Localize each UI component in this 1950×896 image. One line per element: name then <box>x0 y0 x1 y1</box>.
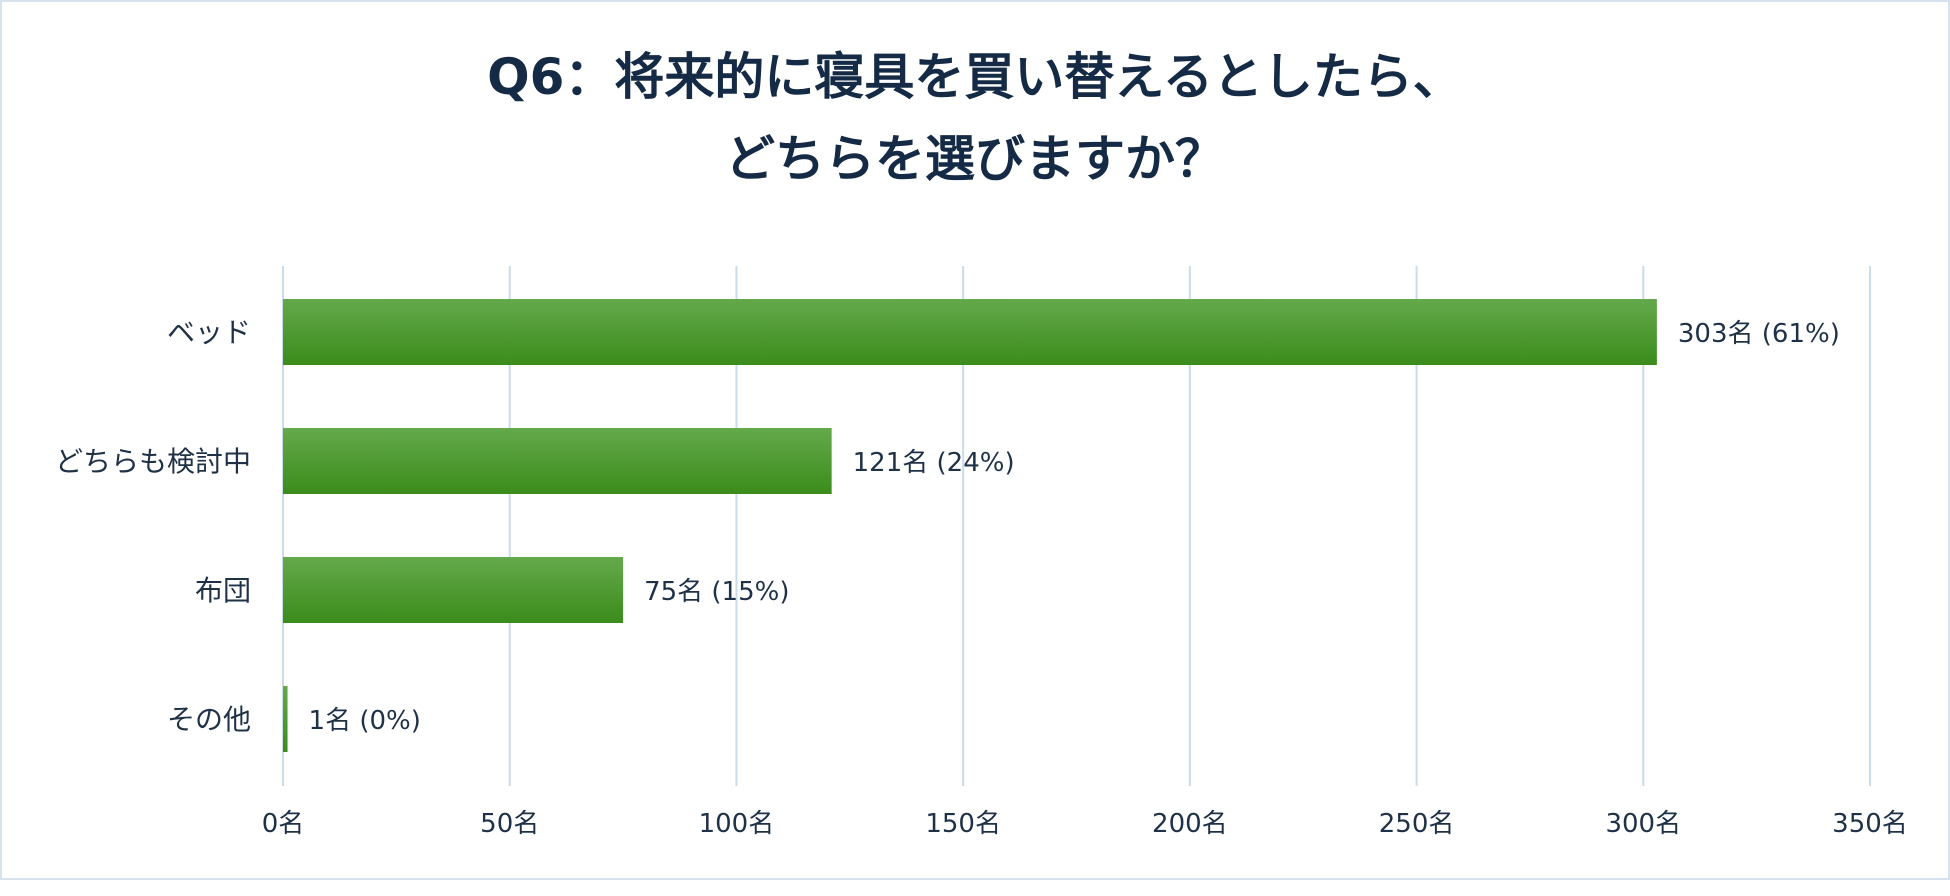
x-tick-label: 300名 <box>1605 809 1681 839</box>
bar <box>283 428 832 494</box>
data-label: 303名 (61%) <box>1678 319 1840 349</box>
x-tick-label: 200名 <box>1152 809 1228 839</box>
chart-title-line-1: Q6：将来的に寝具を買い替えるとしたら、 <box>487 48 1463 106</box>
x-tick-label: 0名 <box>262 809 305 839</box>
x-tick-label: 100名 <box>699 809 775 839</box>
bar <box>283 686 288 752</box>
category-label: ベッド <box>167 316 251 349</box>
data-label: 1名 (0%) <box>309 706 421 736</box>
chart-title-line-2: どちらを選びますか？ <box>725 130 1225 188</box>
category-label: その他 <box>167 703 251 736</box>
bars <box>283 299 1657 752</box>
x-tick-label: 250名 <box>1379 809 1455 839</box>
x-tick-label: 350名 <box>1832 809 1908 839</box>
x-tick-label: 150名 <box>925 809 1001 839</box>
data-label: 121名 (24%) <box>853 448 1015 478</box>
labels: 0名 50名 100名 150名 200名 250名 300名 350名 ベッド 303名 (61… <box>55 316 1908 839</box>
bar <box>283 557 624 623</box>
bar <box>283 299 1657 365</box>
data-label: 75名 (15%) <box>644 577 789 607</box>
x-tick-label: 50名 <box>480 809 539 839</box>
chart-title: Q6：将来的に寝具を買い替えるとしたら、 どちらを選びますか？ <box>0 36 1950 200</box>
category-label: 布団 <box>195 574 251 607</box>
category-label: どちらも検討中 <box>55 445 251 478</box>
